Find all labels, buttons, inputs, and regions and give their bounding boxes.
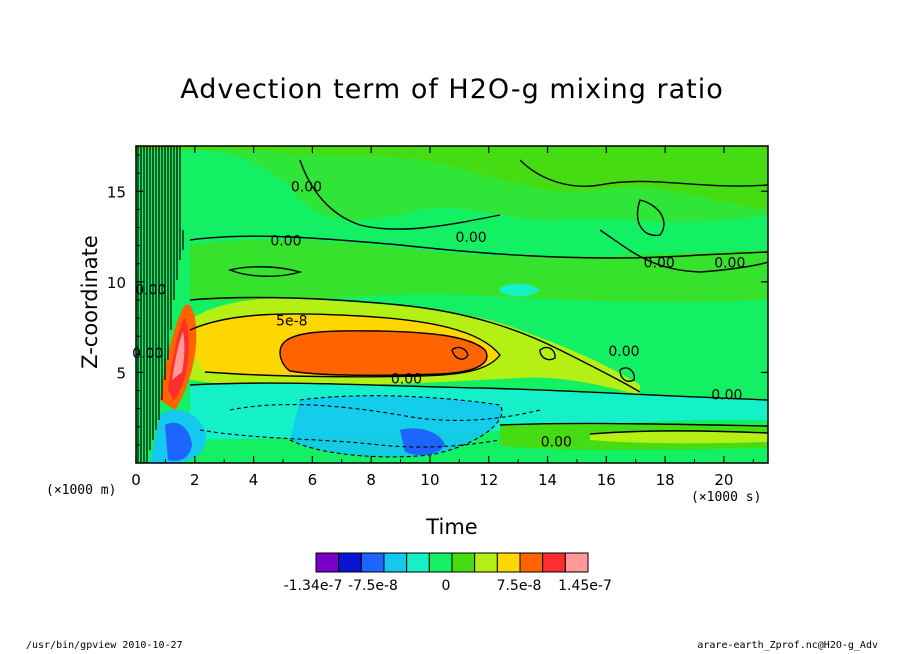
colorbar-label: -7.5e-8 xyxy=(348,578,398,594)
contour-label: 0.00 xyxy=(132,346,163,362)
colorbar-swatch xyxy=(428,552,453,573)
field-bottom-yellowgreen xyxy=(590,430,768,444)
contour-label: 5e-8 xyxy=(276,313,307,329)
contour-label: 0.00 xyxy=(291,179,322,195)
x-tick-label: 0 xyxy=(131,471,141,489)
field-plume-pink xyxy=(172,332,185,380)
contour-labels: 0.00 0.00 0.00 0.00 0.00 5e-8 0.00 0.00 0.00 0.00… xyxy=(132,179,745,450)
x-tick-label: 14 xyxy=(538,471,557,489)
contour-label: 0.00 xyxy=(270,234,301,250)
colorbar-swatch xyxy=(315,552,340,573)
axis-ticks: 0 2 4 6 8 10 12 14 16 18 20 5 10 15 xyxy=(107,146,768,489)
x-axis-unit: (×1000 s) xyxy=(691,490,762,505)
x-axis-label: Time xyxy=(426,515,478,539)
negative-contours xyxy=(199,395,541,458)
colorbar-label: 7.5e-8 xyxy=(497,578,542,594)
colorbar-swatch xyxy=(542,552,566,573)
colorbar-swatch xyxy=(474,552,498,573)
colorbar-swatch xyxy=(338,552,362,573)
contour-label: 0.00 xyxy=(608,344,639,360)
field-cyan-patch xyxy=(500,283,540,297)
contour-label: 0.00 xyxy=(644,255,675,271)
contour-lines xyxy=(189,159,768,435)
colorbar-swatch xyxy=(451,552,476,573)
colorbar-label: -1.34e-7 xyxy=(284,578,343,594)
plot-frame xyxy=(135,145,769,464)
chart-title: Advection term of H2O-g mixing ratio xyxy=(180,74,724,105)
contour-label: 0.00 xyxy=(456,230,487,246)
colorbar-swatch xyxy=(564,552,589,573)
x-tick-label: 18 xyxy=(656,471,675,489)
field-mid-band xyxy=(190,239,768,303)
contour-label: 0.00 xyxy=(711,388,742,404)
x-tick-label: 2 xyxy=(190,471,200,489)
y-tick-label: 5 xyxy=(116,364,126,382)
field-orange-core xyxy=(280,330,487,376)
x-tick-label: 16 xyxy=(597,471,616,489)
field-blue-patch xyxy=(400,428,445,456)
x-tick-label: 10 xyxy=(420,471,439,489)
contour-label: 0.00 xyxy=(714,255,745,271)
colorbar-swatch xyxy=(383,552,408,573)
colorbar-swatch xyxy=(496,552,521,573)
contour-fill xyxy=(136,146,768,463)
dense-contours-origin xyxy=(137,146,184,463)
contour-label: 0.00 xyxy=(135,283,166,299)
y-axis-label: Z-coordinate xyxy=(78,235,102,369)
field-upper-band-2 xyxy=(190,146,768,222)
footer-left: /usr/bin/gpview 2010-10-27 xyxy=(26,640,183,651)
y-axis-unit: (×1000 m) xyxy=(46,483,117,498)
contour-label: 0.00 xyxy=(541,435,572,451)
x-tick-label: 20 xyxy=(714,471,733,489)
colorbar-swatch xyxy=(360,552,385,573)
x-tick-label: 6 xyxy=(308,471,318,489)
contour-label: 0.00 xyxy=(391,371,422,387)
colorbar-swatch xyxy=(406,552,430,573)
colorbar-swatch xyxy=(519,552,544,573)
footer-right: arare-earth_Zprof.nc@H2O-g_Adv xyxy=(697,640,878,651)
x-tick-label: 4 xyxy=(249,471,259,489)
field-blue-plume xyxy=(165,422,192,461)
colorbar: -1.34e-7 -7.5e-8 0 7.5e-8 1.45e-7 xyxy=(284,552,612,594)
colorbar-label: 1.45e-7 xyxy=(558,578,612,594)
x-tick-label: 8 xyxy=(366,471,376,489)
colorbar-label: 0 xyxy=(442,578,451,594)
y-tick-label: 10 xyxy=(107,274,126,292)
x-tick-label: 12 xyxy=(479,471,498,489)
y-tick-label: 15 xyxy=(107,183,126,201)
